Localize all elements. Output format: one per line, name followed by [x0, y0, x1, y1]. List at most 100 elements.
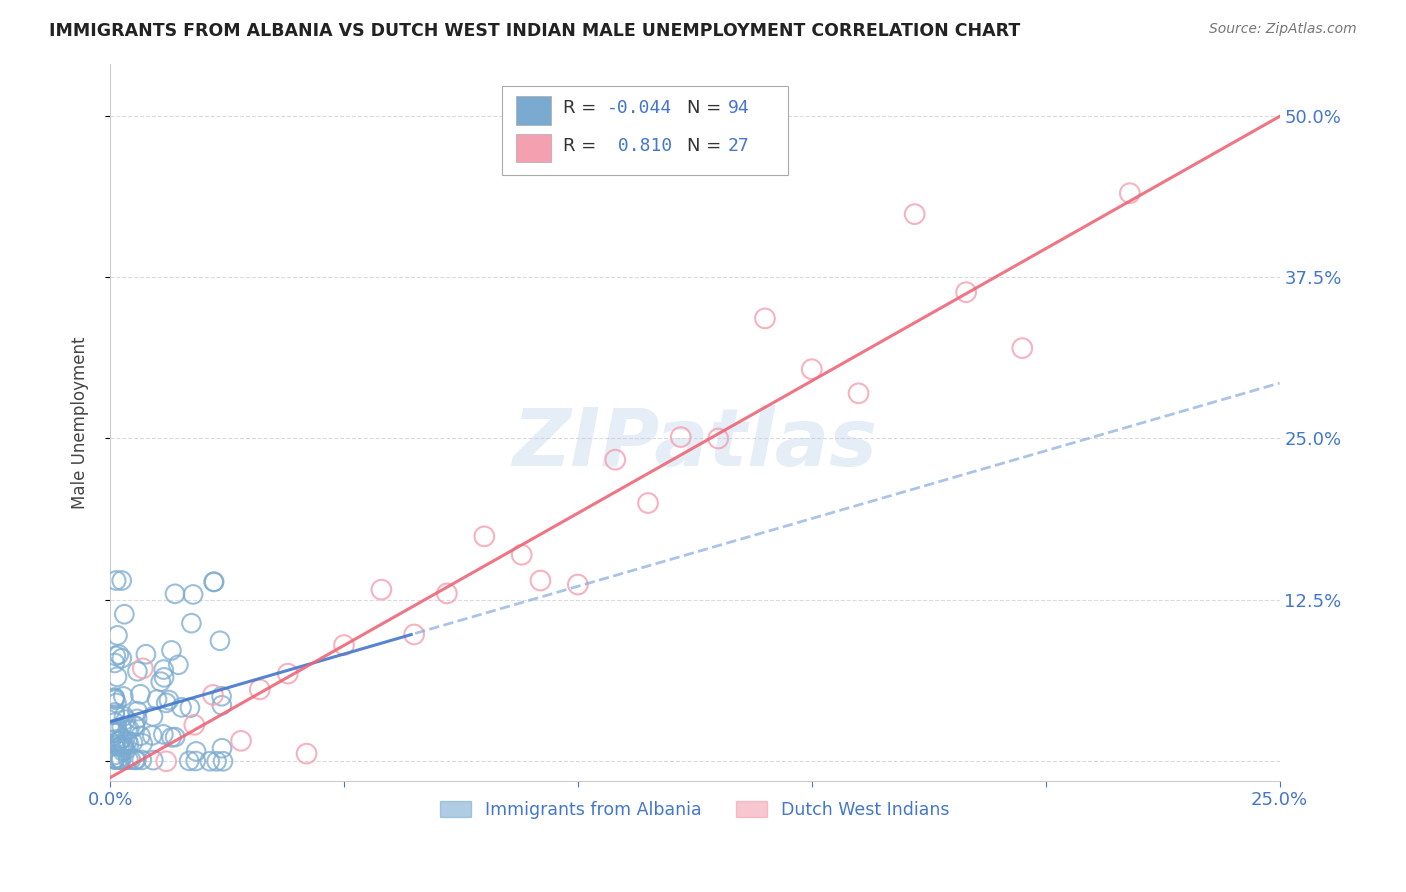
Point: [104, 706, 127, 720]
Point: [111, 651, 134, 665]
Point: [160, 643, 183, 657]
Point: [124, 718, 146, 732]
Point: [104, 732, 127, 747]
Point: [111, 731, 134, 746]
Point: [121, 735, 143, 749]
Point: [104, 725, 127, 739]
Point: [117, 734, 139, 748]
Point: [104, 739, 127, 753]
Point: [125, 753, 148, 767]
Point: [127, 712, 149, 726]
Point: [111, 744, 134, 758]
Bar: [516, 96, 551, 125]
Point: [211, 741, 233, 756]
Point: [637, 496, 659, 510]
Point: [104, 737, 127, 751]
Point: [104, 690, 127, 705]
Point: [155, 696, 177, 710]
Point: [333, 638, 356, 652]
Point: [127, 704, 149, 718]
Point: [124, 719, 146, 733]
Point: [110, 753, 132, 767]
Point: [108, 733, 131, 747]
Point: [160, 731, 183, 745]
Point: [135, 647, 157, 661]
Legend: Immigrants from Albania, Dutch West Indians: Immigrants from Albania, Dutch West Indi…: [433, 794, 957, 826]
Point: [277, 666, 299, 681]
Bar: [516, 134, 551, 162]
Point: [153, 670, 176, 684]
Point: [436, 586, 458, 600]
Point: [114, 743, 136, 757]
Point: [183, 718, 205, 732]
Point: [179, 754, 201, 768]
Point: [104, 707, 127, 722]
Point: [104, 648, 127, 663]
Point: [198, 754, 221, 768]
Point: [112, 709, 135, 723]
Point: [146, 692, 169, 706]
Text: 0.810: 0.810: [607, 137, 672, 155]
Point: [108, 648, 131, 662]
Point: [165, 730, 187, 744]
Point: [104, 725, 127, 739]
Point: [184, 754, 207, 768]
Point: [104, 715, 127, 730]
Point: [104, 747, 127, 762]
Text: R =: R =: [562, 100, 596, 118]
Text: N =: N =: [686, 100, 721, 118]
Text: 27: 27: [727, 137, 749, 155]
Point: [955, 285, 977, 300]
Point: [1119, 186, 1142, 201]
Point: [115, 713, 138, 727]
Point: [157, 693, 180, 707]
Point: [111, 720, 134, 734]
Point: [110, 733, 132, 747]
Point: [229, 734, 252, 748]
Point: [111, 738, 134, 752]
Point: [155, 754, 177, 768]
Point: [567, 577, 589, 591]
Point: [211, 690, 233, 704]
Point: [152, 663, 174, 677]
Point: [142, 753, 165, 767]
Point: [754, 311, 776, 326]
Point: [111, 574, 134, 588]
Point: [186, 744, 208, 758]
Point: [105, 734, 128, 748]
Point: [105, 696, 128, 710]
Point: [129, 729, 152, 743]
Point: [472, 529, 495, 543]
Point: [131, 753, 153, 767]
Point: [104, 691, 127, 706]
Point: [202, 574, 225, 589]
FancyBboxPatch shape: [502, 86, 789, 175]
Point: [127, 665, 149, 679]
Point: [107, 628, 129, 642]
Point: [124, 753, 146, 767]
Point: [295, 747, 318, 761]
Point: [152, 727, 174, 741]
Text: -0.044: -0.044: [607, 100, 672, 118]
Point: [108, 739, 131, 754]
Point: [104, 692, 127, 706]
Point: [149, 674, 172, 689]
Point: [170, 700, 193, 714]
Point: [117, 753, 139, 767]
Point: [129, 687, 152, 701]
Point: [167, 657, 190, 672]
Point: [211, 698, 233, 713]
Point: [104, 752, 127, 766]
Point: [201, 688, 224, 702]
Point: [1011, 341, 1033, 355]
Point: [104, 656, 127, 670]
Point: [707, 432, 730, 446]
Point: [112, 690, 135, 704]
Text: IMMIGRANTS FROM ALBANIA VS DUTCH WEST INDIAN MALE UNEMPLOYMENT CORRELATION CHART: IMMIGRANTS FROM ALBANIA VS DUTCH WEST IN…: [49, 22, 1021, 40]
Point: [181, 587, 204, 601]
Point: [118, 723, 141, 737]
Point: [104, 752, 127, 766]
Text: N =: N =: [686, 137, 721, 155]
Point: [605, 452, 627, 467]
Text: 94: 94: [727, 100, 749, 118]
